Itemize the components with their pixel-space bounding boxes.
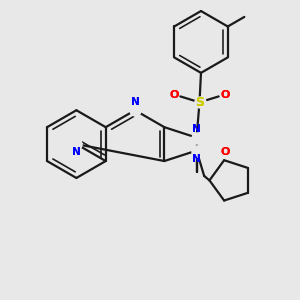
Text: S: S (195, 96, 204, 109)
Text: O: O (221, 147, 230, 157)
Text: O: O (169, 90, 178, 100)
Text: N: N (131, 97, 140, 107)
Text: O: O (220, 90, 230, 100)
Text: O: O (169, 90, 178, 100)
Text: O: O (221, 147, 230, 157)
Text: O: O (220, 90, 230, 100)
Text: N: N (192, 154, 201, 164)
Text: S: S (195, 96, 204, 109)
Text: N: N (72, 147, 81, 157)
Text: N: N (131, 97, 140, 107)
Text: N: N (72, 147, 81, 157)
Text: N: N (192, 124, 201, 134)
Text: N: N (192, 154, 201, 164)
Text: N: N (192, 124, 201, 134)
